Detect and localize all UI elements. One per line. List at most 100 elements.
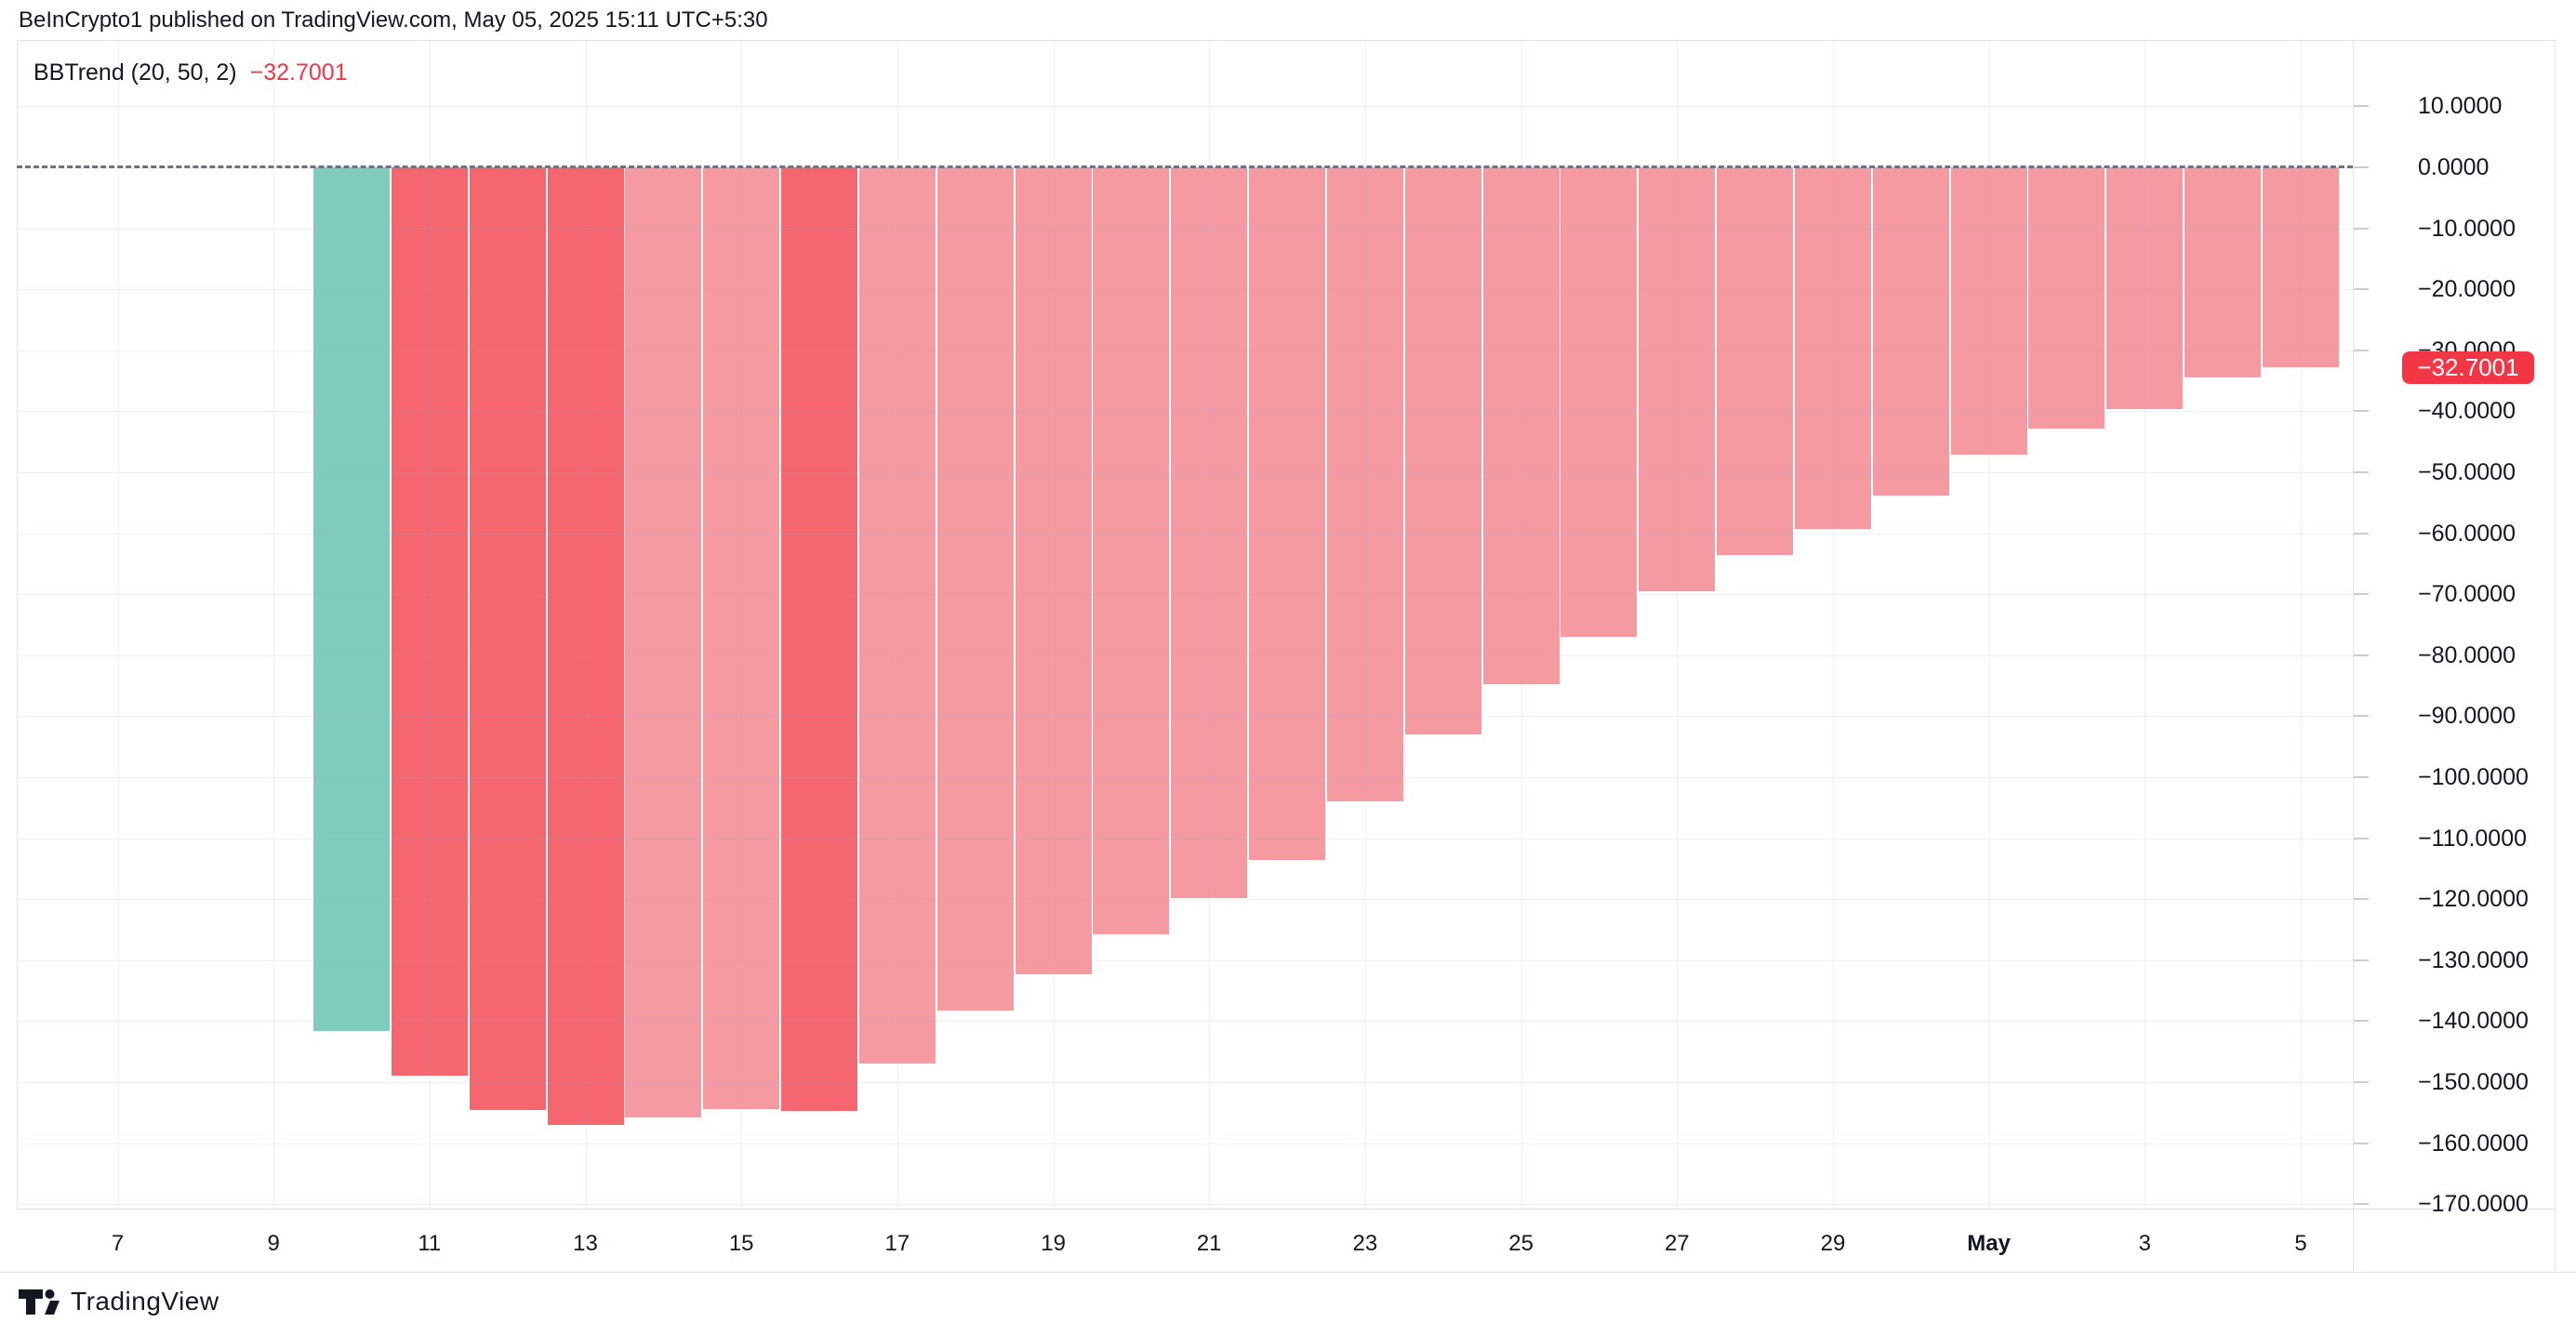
price-axis-tick bbox=[2354, 166, 2369, 168]
price-axis-tick bbox=[2354, 776, 2369, 778]
gridline-vertical bbox=[1209, 40, 1211, 1209]
last-value-badge: −32.7001 bbox=[2402, 350, 2534, 384]
price-axis-tick bbox=[2354, 471, 2369, 473]
price-axis-tick bbox=[2354, 898, 2369, 901]
indicator-value: −32.7001 bbox=[249, 59, 348, 86]
bbtrend-bar bbox=[1015, 167, 1092, 974]
price-axis-label: −120.0000 bbox=[2418, 886, 2529, 913]
time-axis-label: May bbox=[1967, 1231, 2011, 1256]
widget-right-border bbox=[2555, 40, 2556, 1273]
price-axis-tick bbox=[2354, 349, 2369, 351]
price-axis-label: −160.0000 bbox=[2418, 1130, 2529, 1157]
time-axis-label: 15 bbox=[728, 1231, 754, 1256]
gridline-horizontal bbox=[17, 533, 2353, 535]
bbtrend-bar bbox=[625, 167, 702, 1117]
price-axis-left-border bbox=[2353, 40, 2354, 1273]
gridline-vertical bbox=[741, 40, 743, 1209]
price-axis-tick bbox=[2354, 288, 2369, 291]
bbtrend-bar bbox=[703, 167, 780, 1109]
gridline-vertical bbox=[2144, 40, 2146, 1209]
bbtrend-bar bbox=[1717, 167, 1794, 556]
gridline-vertical bbox=[1053, 40, 1055, 1209]
price-axis-label: −80.0000 bbox=[2418, 641, 2516, 668]
bbtrend-bar bbox=[1950, 167, 2027, 455]
time-axis-label: 21 bbox=[1196, 1231, 1222, 1256]
price-axis-label: −130.0000 bbox=[2418, 946, 2529, 973]
gridline-vertical bbox=[1364, 40, 1366, 1209]
widget-bottom-border bbox=[0, 1272, 2576, 1273]
bbtrend-bar bbox=[547, 167, 624, 1125]
gridline-horizontal bbox=[17, 899, 2353, 901]
price-axis-label: −100.0000 bbox=[2418, 764, 2529, 790]
bbtrend-bar bbox=[1404, 167, 1481, 735]
price-axis-label: −150.0000 bbox=[2418, 1069, 2529, 1095]
gridline-horizontal bbox=[17, 1204, 2353, 1206]
price-axis-label: 10.0000 bbox=[2418, 93, 2503, 120]
bbtrend-bar bbox=[1171, 167, 1248, 898]
gridline-vertical bbox=[2301, 40, 2302, 1209]
time-axis-label: 23 bbox=[1352, 1231, 1378, 1256]
price-axis-label: −140.0000 bbox=[2418, 1008, 2529, 1035]
price-axis-tick bbox=[2354, 227, 2369, 230]
price-axis-tick bbox=[2354, 105, 2369, 108]
gridline-vertical bbox=[1988, 40, 1990, 1209]
price-axis-tick bbox=[2354, 593, 2369, 596]
gridline-vertical bbox=[117, 40, 119, 1209]
gridline-vertical bbox=[585, 40, 587, 1209]
price-axis-tick bbox=[2354, 1081, 2369, 1083]
gridline-horizontal bbox=[17, 289, 2353, 291]
price-axis-label: −110.0000 bbox=[2418, 825, 2528, 852]
bbtrend-bar bbox=[1249, 167, 1326, 860]
price-axis-tick bbox=[2354, 1203, 2369, 1206]
gridline-horizontal bbox=[17, 1143, 2353, 1144]
price-axis-tick bbox=[2354, 958, 2369, 961]
bbtrend-bar bbox=[1872, 167, 1949, 496]
price-axis-tick bbox=[2354, 715, 2369, 718]
price-axis-tick bbox=[2354, 837, 2369, 839]
zero-line bbox=[17, 165, 2353, 168]
time-axis-label: 7 bbox=[111, 1231, 125, 1256]
bbtrend-bar bbox=[2028, 167, 2105, 429]
indicator-legend[interactable]: BBTrend (20, 50, 2) −32.7001 bbox=[33, 59, 348, 86]
gridline-horizontal bbox=[17, 228, 2353, 230]
gridline-horizontal bbox=[17, 411, 2353, 413]
pane-left-border bbox=[17, 40, 18, 1209]
attribution-text: BeInCrypto1 published on TradingView.com… bbox=[19, 7, 768, 33]
price-axis-label: −20.0000 bbox=[2418, 276, 2516, 303]
time-axis[interactable] bbox=[0, 1209, 2576, 1272]
bbtrend-bar bbox=[1326, 167, 1403, 802]
bbtrend-bar bbox=[858, 167, 936, 1064]
price-axis-label: −10.0000 bbox=[2418, 215, 2516, 242]
price-axis-tick bbox=[2354, 1142, 2369, 1144]
tradingview-logo[interactable]: TradingView bbox=[19, 1287, 219, 1316]
tradingview-logo-text: TradingView bbox=[71, 1287, 219, 1315]
indicator-title: BBTrend (20, 50, 2) bbox=[33, 59, 237, 86]
price-axis-label: 0.0000 bbox=[2418, 154, 2490, 180]
time-axis-label: 5 bbox=[2294, 1231, 2307, 1256]
tradingview-logo-icon bbox=[19, 1289, 60, 1315]
time-axis-label: 9 bbox=[267, 1231, 280, 1256]
bbtrend-bar bbox=[313, 167, 390, 1031]
gridline-horizontal bbox=[17, 350, 2353, 351]
price-axis-tick bbox=[2354, 1020, 2369, 1023]
bbtrend-bar bbox=[1794, 167, 1871, 529]
time-axis-label: 13 bbox=[573, 1231, 598, 1256]
gridline-horizontal bbox=[17, 654, 2353, 656]
pane-top-border bbox=[17, 40, 2555, 41]
price-axis-label: −50.0000 bbox=[2418, 459, 2516, 485]
gridline-horizontal bbox=[17, 959, 2353, 961]
bbtrend-bar bbox=[2106, 167, 2184, 410]
price-axis-tick bbox=[2354, 532, 2369, 535]
gridline-vertical bbox=[1833, 40, 1834, 1209]
price-axis-tick bbox=[2354, 654, 2369, 656]
price-axis-label: −60.0000 bbox=[2418, 520, 2516, 547]
bbtrend-bar bbox=[2184, 167, 2262, 378]
price-axis-label: −40.0000 bbox=[2418, 398, 2516, 425]
bbtrend-bar bbox=[1560, 167, 1638, 637]
gridline-horizontal bbox=[17, 1021, 2353, 1023]
price-axis-label: −170.0000 bbox=[2418, 1191, 2529, 1218]
bbtrend-bar bbox=[391, 167, 468, 1077]
bbtrend-bar bbox=[1482, 167, 1560, 685]
